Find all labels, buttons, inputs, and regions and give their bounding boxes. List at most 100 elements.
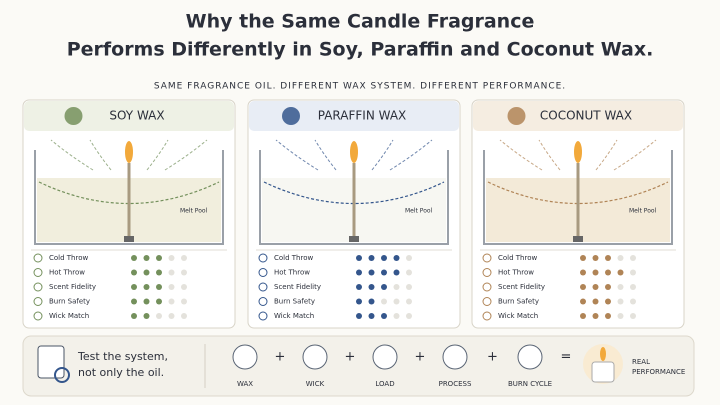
criterion-label: Cold Throw	[274, 254, 314, 262]
rating-dot	[630, 269, 636, 276]
rating-dot	[156, 313, 162, 319]
rating-dot	[368, 313, 375, 319]
scent-arrow	[389, 139, 433, 171]
rating-dot	[605, 298, 611, 305]
melt-pool-label: Melt Pool	[405, 208, 433, 215]
rating-dot	[406, 313, 412, 319]
scent-arrow	[275, 139, 319, 171]
glass	[259, 150, 449, 245]
scent-arrow	[613, 139, 657, 171]
rating-dot	[143, 313, 150, 319]
step-icon	[517, 344, 543, 370]
rating-dot	[617, 284, 624, 290]
title-line: Performs Differently in Soy, Paraffin an…	[67, 39, 654, 61]
criterion-label: Wick Match	[498, 312, 538, 320]
rating-dot	[181, 313, 187, 319]
rating-dot	[605, 284, 611, 290]
title-line: Why the Same Candle Fragrance	[186, 11, 535, 33]
rating-dot	[580, 313, 586, 319]
rating-dot	[181, 298, 187, 305]
plus: +	[415, 350, 426, 365]
step-label: LOAD	[375, 380, 394, 388]
flame	[350, 141, 358, 163]
rating-dot	[156, 298, 162, 305]
rating-dot	[368, 284, 375, 290]
rating-dot	[406, 269, 412, 276]
panel-title: SOY WAX	[109, 109, 164, 123]
step-label: WICK	[306, 380, 325, 388]
rating-dot	[580, 298, 586, 305]
criterion-icon	[33, 282, 43, 292]
rating-dot	[592, 255, 599, 261]
criterion-icon	[482, 253, 492, 263]
result-flame	[600, 347, 606, 361]
rating-dot	[580, 284, 586, 290]
criterion-icon	[33, 268, 43, 277]
rating-dots	[131, 284, 187, 290]
plus: +	[345, 350, 356, 365]
rating-dot	[131, 298, 137, 305]
rating-dot	[617, 298, 624, 305]
rating-dot	[156, 255, 162, 261]
subtitle: SAME FRAGRANCE OIL. DIFFERENT WAX SYSTEM…	[154, 82, 566, 92]
panel-icon	[507, 107, 526, 125]
rating-dot	[381, 269, 387, 276]
rating-dot	[168, 284, 175, 290]
rating-dot	[381, 255, 387, 261]
rating-dots	[131, 269, 187, 276]
rating-dot	[406, 255, 412, 261]
rating-dot	[143, 269, 150, 276]
rating-dot	[181, 284, 187, 290]
rating-dot	[592, 284, 599, 290]
rating-dot	[592, 313, 599, 319]
rating-dot	[630, 284, 636, 290]
criterion-icon	[258, 311, 268, 321]
flame	[574, 141, 582, 163]
footer-message: Test the system,	[77, 350, 168, 363]
rating-dots	[356, 269, 412, 276]
step-icon	[302, 344, 328, 370]
rating-dot	[381, 284, 387, 290]
clipboard-icon	[37, 345, 65, 379]
criterion-icon	[482, 268, 492, 277]
step-label: BURN CYCLE	[508, 380, 552, 388]
rating-dot	[592, 298, 599, 305]
rating-dot	[592, 269, 599, 276]
rating-dot	[143, 298, 150, 305]
rating-dot	[406, 284, 412, 290]
criterion-icon	[258, 268, 268, 277]
scent-arrow	[164, 139, 208, 171]
rating-dot	[368, 269, 375, 276]
criterion-label: Wick Match	[274, 312, 314, 320]
rating-dots	[131, 255, 187, 261]
glass	[483, 150, 673, 245]
rating-dot	[617, 313, 624, 319]
step-label: PROCESS	[439, 380, 472, 388]
magnifier-icon	[54, 367, 70, 383]
rating-dot	[356, 284, 362, 290]
rating-dot	[630, 255, 636, 261]
criterion-icon	[482, 282, 492, 292]
plus: +	[487, 350, 498, 365]
step-icon	[232, 344, 258, 370]
rating-dot	[156, 269, 162, 276]
rating-dot	[356, 313, 362, 319]
melt-pool-label: Melt Pool	[180, 208, 208, 215]
rating-dot	[131, 284, 137, 290]
criterion-icon	[258, 297, 268, 306]
rating-dot	[368, 255, 375, 261]
result-label: PERFORMANCE	[632, 368, 685, 376]
rating-dot	[630, 298, 636, 305]
criterion-label: Hot Throw	[498, 269, 534, 277]
rating-dots	[580, 255, 636, 261]
panel-header	[249, 101, 459, 131]
criterion-label: Burn Safety	[49, 298, 90, 306]
criterion-label: Burn Safety	[498, 298, 539, 306]
rating-dot	[356, 269, 362, 276]
rating-dot	[617, 255, 624, 261]
rating-dot	[605, 269, 611, 276]
rating-dot	[143, 255, 150, 261]
rating-dot	[605, 255, 611, 261]
criterion-label: Wick Match	[49, 312, 89, 320]
